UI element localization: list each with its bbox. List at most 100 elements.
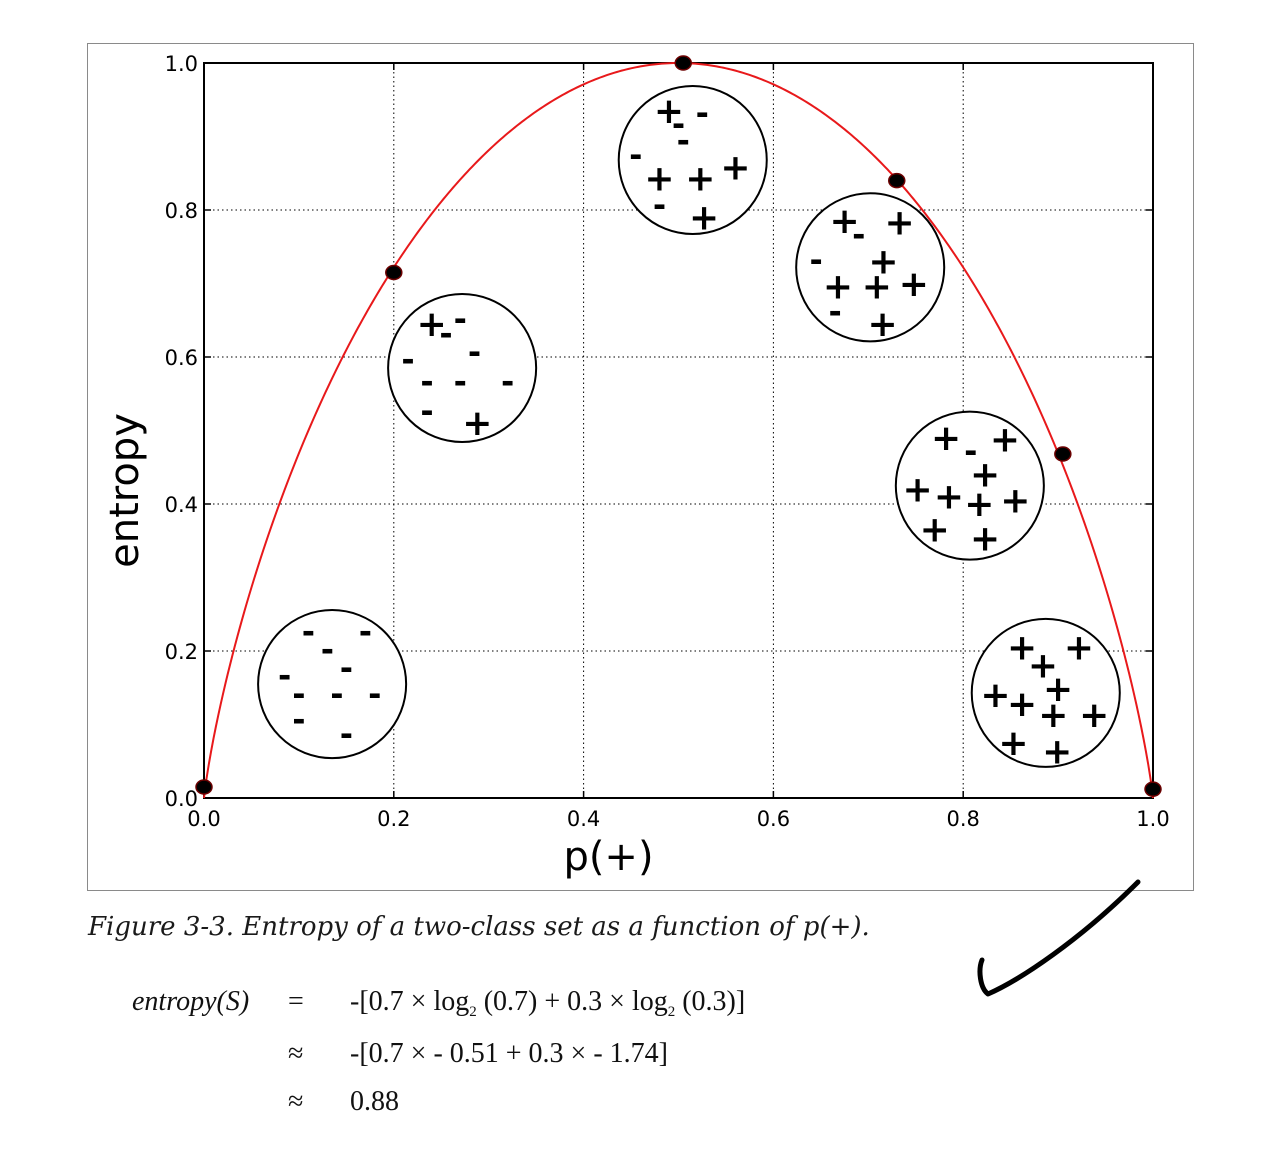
minus-sign: - [468,333,481,371]
y-axis-label: entropy [102,413,148,568]
plus-sign: + [685,158,715,199]
minus-sign: - [278,656,291,694]
minus-sign: - [828,293,841,331]
plus-sign: + [970,455,1000,496]
plus-sign: + [689,197,719,238]
plus-sign: + [829,201,859,242]
x-tick-label: 0.6 [757,807,790,831]
plus-sign: + [823,266,853,307]
equals-sign: = [288,986,304,1017]
plus-sign: + [1079,695,1109,736]
plus-sign: + [920,510,950,551]
plus-sign: + [862,266,892,307]
data-point [195,779,213,795]
plus-sign: + [903,469,933,510]
sample-set-circle [970,617,1121,768]
plus-sign: + [885,202,915,243]
minus-sign: - [368,675,381,713]
sample-set-circle [894,410,1045,561]
x-tick-label: 0.4 [567,807,600,831]
plus-sign: + [1043,669,1073,710]
plus-sign: + [462,403,492,444]
log-base: 2 [667,1004,676,1020]
minus-sign: - [321,631,334,669]
x-tick-label: 0.0 [187,807,220,831]
equation-lhs: entropy(S) [132,986,250,1017]
figure-caption: Figure 3-3. Entropy of a two-class set a… [88,912,870,942]
sample-set-circle [795,192,946,343]
plus-sign: + [1007,627,1037,668]
plus-sign: + [934,477,964,518]
plus-sign: + [1042,732,1072,773]
y-tick-label: 0.2 [165,640,198,664]
plus-sign: + [899,264,929,305]
minus-sign: - [420,362,433,400]
minus-sign: - [964,432,977,470]
minus-sign: - [439,315,452,353]
approx-sign: ≈ [288,1086,304,1117]
minus-sign: - [672,105,685,143]
minus-sign: - [852,215,865,253]
plus-sign: + [867,304,897,345]
plus-sign: + [970,519,1000,560]
minus-sign: - [359,612,372,650]
minus-sign: - [292,675,305,713]
y-tick-label: 0.0 [165,787,198,811]
y-tick-label: 0.4 [165,493,198,517]
minus-sign: - [292,701,305,739]
plus-sign: + [980,675,1010,716]
plus-sign: + [1028,646,1058,687]
data-point [1054,446,1072,462]
data-point [385,264,403,281]
x-tick-label: 0.2 [377,807,410,831]
log-base: 2 [469,1004,477,1020]
approx-sign: ≈ [288,1038,304,1069]
plus-sign: + [868,241,898,282]
minus-sign: - [653,186,666,224]
y-tick-label: 1.0 [165,52,198,76]
figure-frame: 0.0 0.2 0.4 0.6 0.8 1.0 0.0 0.2 0.4 0.6 0.8 1.0 p(+)… [87,43,1194,891]
x-tick-label: 0.8 [946,807,979,831]
minus-sign: - [401,340,414,378]
minus-sign: - [302,612,315,650]
entropy-chart: 0.0 0.2 0.4 0.6 0.8 1.0 0.0 0.2 0.4 0.6 0.8 1.0 p(+)… [102,52,1170,880]
data-point [674,55,692,71]
rhs-text: (0.3)] [675,986,746,1017]
sample-set-circle [257,609,408,760]
y-tick-label: 0.8 [165,199,198,223]
rhs-text: -[0.7 × log [350,986,470,1017]
minus-sign: - [696,94,709,132]
plus-sign: + [990,419,1020,460]
minus-sign: - [629,136,642,174]
equation-rhs-1: -[0.7 × log2 (0.7) + 0.3 × log2 (0.3)] [350,986,746,1020]
y-tick-label: 0.6 [165,346,198,370]
minus-sign: - [454,300,467,338]
x-tick-label: 1.0 [1136,807,1169,831]
minus-sign: - [501,362,514,400]
minus-sign: - [340,649,353,687]
plus-sign: + [644,158,674,199]
sample-set-circle [387,293,538,444]
sample-set-circle [617,84,768,236]
minus-sign: - [454,362,467,400]
data-point [888,172,906,189]
plus-sign: + [720,147,750,188]
equation-result: 0.88 [350,1086,399,1117]
plus-sign: + [1000,480,1030,521]
plus-sign: + [964,484,994,525]
minus-sign: - [677,121,690,159]
rhs-text: (0.7) + 0.3 × log [476,986,668,1017]
x-axis-label: p(+) [563,834,653,880]
plus-sign: + [1038,695,1068,736]
minus-sign: - [340,715,353,753]
equation-rhs-2: -[0.7 × - 0.51 + 0.3 × - 1.74] [350,1038,668,1069]
minus-sign: - [330,675,343,713]
plus-sign: + [1064,627,1094,668]
plus-sign: + [998,723,1028,764]
plus-sign: + [931,418,961,459]
minus-sign: - [809,241,822,279]
plus-sign: + [1007,684,1037,725]
plus-sign: + [417,304,447,345]
plus-sign: + [654,91,684,132]
